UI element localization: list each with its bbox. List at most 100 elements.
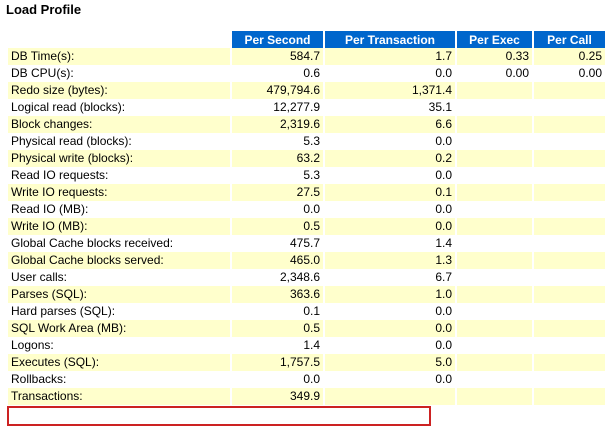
table-row: Logical read (blocks): 12,277.9 35.1 <box>8 99 605 116</box>
cell-per-second: 2,348.6 <box>232 269 323 286</box>
cell-per-second: 465.0 <box>232 252 323 269</box>
table-row: Global Cache blocks received: 475.7 1.4 <box>8 235 605 252</box>
cell-per-call <box>534 82 605 99</box>
cell-name: Parses (SQL): <box>8 286 230 303</box>
cell-per-transaction: 0.0 <box>325 65 455 82</box>
cell-per-exec <box>457 150 532 167</box>
cell-per-call <box>534 133 605 150</box>
cell-per-transaction: 35.1 <box>325 99 455 116</box>
cell-name: Redo size (bytes): <box>8 82 230 99</box>
table-row: Rollbacks: 0.0 0.0 <box>8 371 605 388</box>
table-row: Transactions: 349.9 <box>8 388 605 405</box>
table-row: Logons: 1.4 0.0 <box>8 337 605 354</box>
cell-per-transaction: 1.7 <box>325 48 455 65</box>
cell-per-second: 0.0 <box>232 201 323 218</box>
cell-name: Global Cache blocks received: <box>8 235 230 252</box>
cell-per-second: 349.9 <box>232 388 323 405</box>
header-per-second: Per Second <box>232 31 323 48</box>
cell-per-exec <box>457 286 532 303</box>
cell-per-transaction: 0.0 <box>325 167 455 184</box>
cell-per-second: 5.3 <box>232 167 323 184</box>
cell-name: Block changes: <box>8 116 230 133</box>
cell-per-second: 2,319.6 <box>232 116 323 133</box>
table-row: Read IO requests: 5.3 0.0 <box>8 167 605 184</box>
cell-per-transaction: 6.6 <box>325 116 455 133</box>
cell-name: DB Time(s): <box>8 48 230 65</box>
cell-per-exec: 0.00 <box>457 65 532 82</box>
cell-per-transaction: 1.3 <box>325 252 455 269</box>
table-row: DB CPU(s): 0.6 0.0 0.00 0.00 <box>8 65 605 82</box>
cell-name: Write IO requests: <box>8 184 230 201</box>
cell-per-second: 0.5 <box>232 218 323 235</box>
table-row: Block changes: 2,319.6 6.6 <box>8 116 605 133</box>
cell-per-transaction: 1,371.4 <box>325 82 455 99</box>
header-blank <box>8 31 230 48</box>
cell-name: DB CPU(s): <box>8 65 230 82</box>
cell-per-exec <box>457 116 532 133</box>
cell-per-exec <box>457 320 532 337</box>
cell-per-second: 5.3 <box>232 133 323 150</box>
table-row: Write IO (MB): 0.5 0.0 <box>8 218 605 235</box>
cell-per-second: 0.5 <box>232 320 323 337</box>
cell-name: Hard parses (SQL): <box>8 303 230 320</box>
cell-per-call <box>534 201 605 218</box>
cell-per-exec <box>457 201 532 218</box>
cell-per-call: 0.25 <box>534 48 605 65</box>
table-row: Read IO (MB): 0.0 0.0 <box>8 201 605 218</box>
cell-name: Executes (SQL): <box>8 354 230 371</box>
cell-name: Global Cache blocks served: <box>8 252 230 269</box>
header-row: Per Second Per Transaction Per Exec Per … <box>8 31 605 48</box>
cell-per-call <box>534 286 605 303</box>
cell-per-exec <box>457 133 532 150</box>
cell-per-transaction: 0.2 <box>325 150 455 167</box>
highlight-box-transactions <box>7 406 431 426</box>
header-per-call: Per Call <box>534 31 605 48</box>
cell-per-exec <box>457 269 532 286</box>
cell-name: Rollbacks: <box>8 371 230 388</box>
header-per-exec: Per Exec <box>457 31 532 48</box>
section-title: Load Profile <box>6 2 82 17</box>
cell-per-transaction: 0.0 <box>325 218 455 235</box>
table-row: Hard parses (SQL): 0.1 0.0 <box>8 303 605 320</box>
cell-name: SQL Work Area (MB): <box>8 320 230 337</box>
cell-per-second: 27.5 <box>232 184 323 201</box>
cell-per-call <box>534 99 605 116</box>
cell-per-exec <box>457 218 532 235</box>
cell-per-exec <box>457 99 532 116</box>
cell-per-call <box>534 235 605 252</box>
cell-per-call <box>534 337 605 354</box>
load-profile-table: Per Second Per Transaction Per Exec Per … <box>6 31 607 405</box>
table-row: Redo size (bytes): 479,794.6 1,371.4 <box>8 82 605 99</box>
cell-per-transaction: 1.0 <box>325 286 455 303</box>
cell-per-call <box>534 150 605 167</box>
cell-per-call <box>534 116 605 133</box>
cell-per-call <box>534 303 605 320</box>
cell-per-second: 479,794.6 <box>232 82 323 99</box>
table-row: Parses (SQL): 363.6 1.0 <box>8 286 605 303</box>
cell-name: Write IO (MB): <box>8 218 230 235</box>
cell-per-second: 1,757.5 <box>232 354 323 371</box>
cell-per-second: 1.4 <box>232 337 323 354</box>
cell-per-exec <box>457 252 532 269</box>
table-row: Physical write (blocks): 63.2 0.2 <box>8 150 605 167</box>
cell-name: Read IO (MB): <box>8 201 230 218</box>
cell-per-transaction: 1.4 <box>325 235 455 252</box>
cell-per-exec <box>457 303 532 320</box>
cell-per-transaction: 0.0 <box>325 371 455 388</box>
cell-per-second: 63.2 <box>232 150 323 167</box>
cell-per-exec: 0.33 <box>457 48 532 65</box>
cell-per-exec <box>457 354 532 371</box>
cell-per-second: 584.7 <box>232 48 323 65</box>
cell-per-call <box>534 371 605 388</box>
cell-per-transaction: 0.0 <box>325 303 455 320</box>
cell-per-second: 0.6 <box>232 65 323 82</box>
header-per-transaction: Per Transaction <box>325 31 455 48</box>
table-row: Write IO requests: 27.5 0.1 <box>8 184 605 201</box>
cell-per-transaction: 6.7 <box>325 269 455 286</box>
cell-per-second: 12,277.9 <box>232 99 323 116</box>
cell-per-call <box>534 184 605 201</box>
cell-name: Logical read (blocks): <box>8 99 230 116</box>
cell-per-call <box>534 218 605 235</box>
cell-name: Physical write (blocks): <box>8 150 230 167</box>
cell-name: Read IO requests: <box>8 167 230 184</box>
